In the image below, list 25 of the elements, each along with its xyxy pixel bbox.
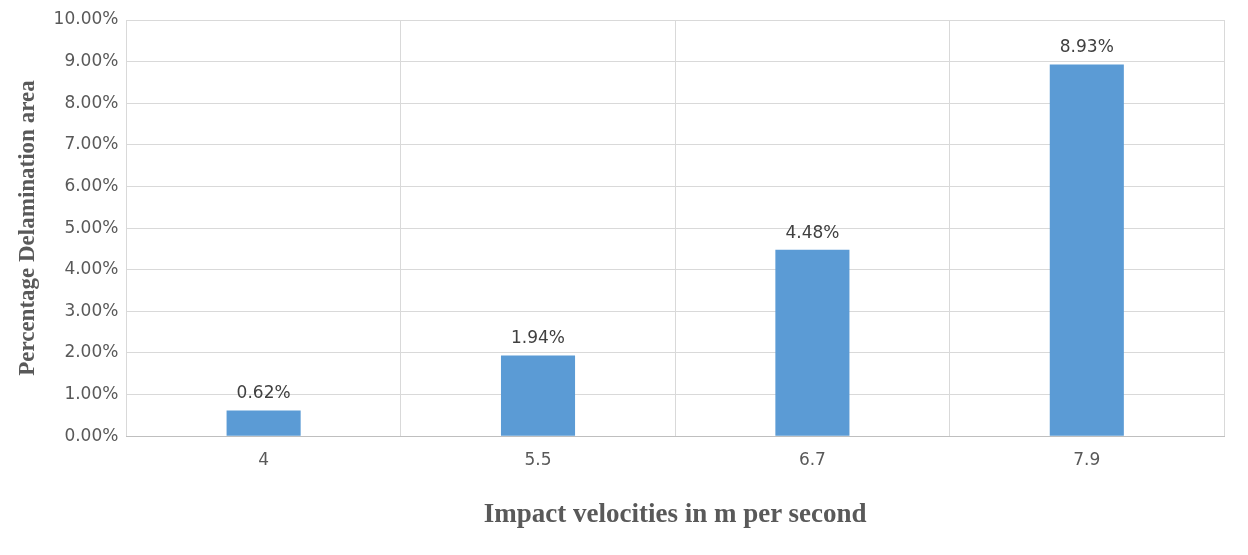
x-tick-label: 5.5 <box>524 448 552 469</box>
bar <box>1049 64 1124 436</box>
y-tick-label: 1.00% <box>64 383 119 403</box>
data-label: 1.94% <box>511 327 566 348</box>
y-tick-label: 3.00% <box>64 299 119 320</box>
data-label: 8.93% <box>1059 36 1114 57</box>
y-tick-label: 5.00% <box>64 216 119 237</box>
bar <box>226 410 301 436</box>
x-axis-title: Impact velocities in m per second <box>483 497 867 528</box>
x-tick-label: 6.7 <box>798 448 826 469</box>
x-tick-label: 7.9 <box>1073 448 1101 469</box>
y-tick-label: 8.00% <box>64 91 119 112</box>
y-tick-label: 10.00% <box>53 8 119 29</box>
y-tick-label: 4.00% <box>64 258 119 279</box>
y-tick-label: 6.00% <box>64 174 119 195</box>
y-tick-label: 7.00% <box>64 133 119 154</box>
data-label: 4.48% <box>785 221 840 242</box>
y-tick-label: 9.00% <box>64 50 119 71</box>
y-tick-label: 0.00% <box>64 424 119 445</box>
y-tick-label: 2.00% <box>64 341 119 362</box>
y-axis-title: Percentage Delamination area <box>13 79 39 376</box>
bar <box>500 355 576 436</box>
data-label: 0.62% <box>236 382 291 403</box>
x-tick-label: 4 <box>258 448 270 469</box>
bar <box>775 249 850 436</box>
